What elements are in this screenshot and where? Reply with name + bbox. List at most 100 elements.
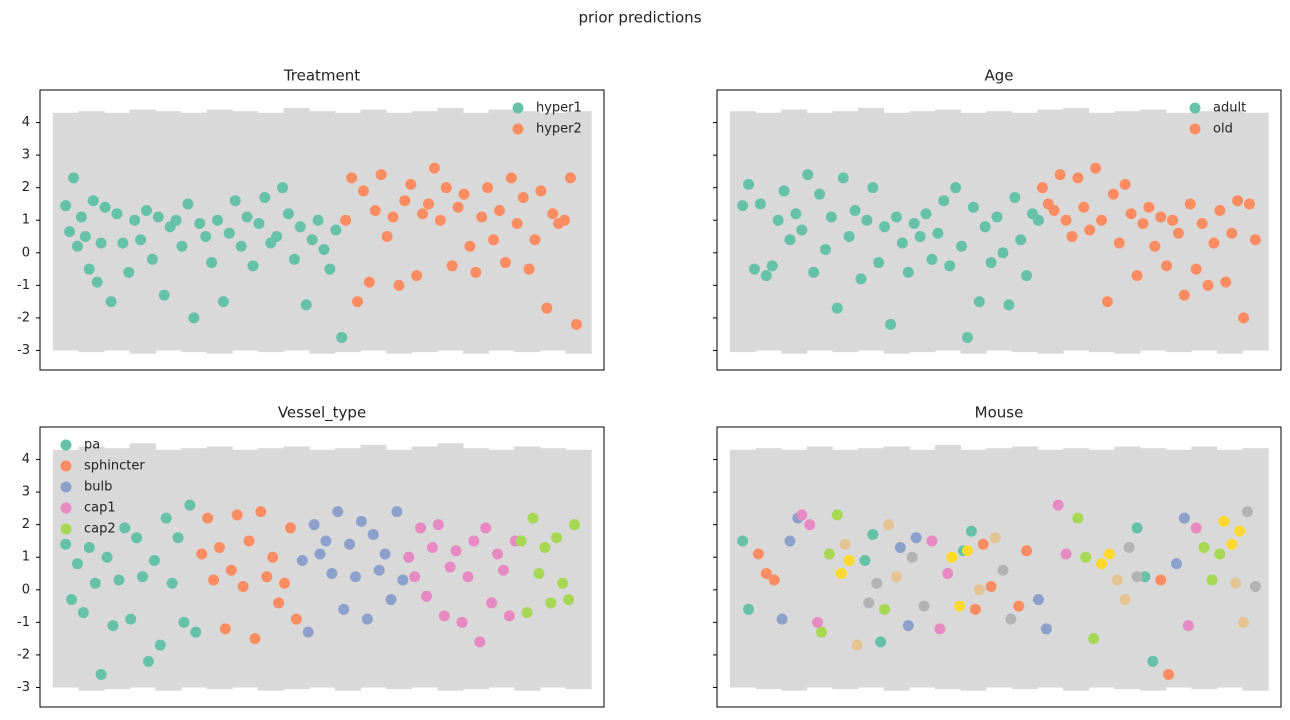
data-point xyxy=(499,257,511,269)
data-point xyxy=(954,600,966,612)
data-point xyxy=(1167,214,1179,226)
prediction-band xyxy=(1011,446,1038,690)
y-tick-label: -1 xyxy=(17,278,30,293)
y-tick-label: -2 xyxy=(17,647,30,662)
data-point xyxy=(973,584,985,596)
data-point xyxy=(1208,237,1220,249)
data-point xyxy=(409,571,421,583)
data-point xyxy=(997,247,1009,259)
data-point xyxy=(417,208,429,220)
prediction-band xyxy=(1037,449,1064,688)
data-point xyxy=(961,545,973,557)
subplot-title: Treatment xyxy=(283,67,360,85)
data-point xyxy=(83,541,95,553)
data-point xyxy=(825,211,837,223)
data-point xyxy=(129,214,141,226)
data-point xyxy=(154,639,166,651)
data-point xyxy=(1226,227,1238,239)
prediction-band xyxy=(806,446,833,688)
legend-marker xyxy=(60,523,72,535)
data-point xyxy=(808,266,820,278)
data-point xyxy=(902,266,914,278)
data-point xyxy=(312,214,324,226)
prediction-band xyxy=(129,109,156,354)
prediction-band xyxy=(463,112,490,354)
data-point xyxy=(367,528,379,540)
data-point xyxy=(1054,169,1066,181)
data-point xyxy=(819,244,831,256)
data-point xyxy=(920,208,932,220)
data-point xyxy=(308,519,320,531)
data-point xyxy=(190,626,202,638)
data-point xyxy=(379,548,391,560)
prediction-band xyxy=(129,443,156,688)
y-tick-label: -3 xyxy=(17,343,30,358)
data-point xyxy=(470,266,482,278)
data-point xyxy=(271,231,283,243)
data-point xyxy=(776,613,788,625)
prediction-band xyxy=(104,112,131,351)
data-point xyxy=(906,551,918,563)
data-point xyxy=(231,509,243,521)
data-point xyxy=(83,263,95,275)
data-point xyxy=(421,590,433,602)
data-point xyxy=(255,506,267,518)
data-point xyxy=(332,506,344,518)
data-point xyxy=(346,172,358,184)
prediction-band xyxy=(181,448,208,688)
data-point xyxy=(95,237,107,249)
prediction-band xyxy=(1242,448,1269,691)
data-point xyxy=(908,217,920,229)
y-tick-label: 3 xyxy=(22,148,30,163)
data-point xyxy=(535,185,547,197)
data-point xyxy=(875,636,887,648)
data-point xyxy=(932,227,944,239)
data-point xyxy=(1066,231,1078,243)
data-point xyxy=(219,623,231,635)
data-point xyxy=(873,257,885,269)
data-point xyxy=(902,620,914,632)
prediction-band xyxy=(539,112,567,351)
data-point xyxy=(87,195,99,207)
prediction-band xyxy=(986,111,1013,351)
legend-label: adult xyxy=(1213,101,1246,116)
data-point xyxy=(206,257,218,269)
data-point xyxy=(223,227,235,239)
data-point xyxy=(330,224,342,236)
data-point xyxy=(229,195,241,207)
legend-label: pa xyxy=(84,438,100,453)
prediction-band xyxy=(729,111,756,353)
prediction-band xyxy=(729,449,756,688)
data-point xyxy=(261,571,273,583)
data-point xyxy=(146,253,158,265)
data-point xyxy=(277,182,289,194)
data-point xyxy=(294,221,306,233)
data-point xyxy=(1131,270,1143,282)
data-point xyxy=(1015,234,1027,246)
data-point xyxy=(831,302,843,314)
data-point xyxy=(1198,541,1210,553)
data-point xyxy=(527,512,539,524)
data-point xyxy=(336,331,348,343)
y-tick-label: 4 xyxy=(22,452,30,467)
prediction-band xyxy=(1114,111,1141,354)
data-point xyxy=(253,217,265,229)
data-point xyxy=(967,201,979,213)
data-point xyxy=(1238,616,1250,628)
data-point xyxy=(839,538,851,550)
data-point xyxy=(816,626,828,638)
data-point xyxy=(135,234,147,246)
y-tick-label: 2 xyxy=(22,517,30,532)
data-point xyxy=(497,564,509,576)
data-point xyxy=(140,204,152,216)
data-point xyxy=(166,577,178,589)
data-point xyxy=(965,525,977,537)
data-point xyxy=(91,276,103,288)
data-point xyxy=(142,655,154,667)
data-point xyxy=(60,538,72,550)
prediction-band xyxy=(539,448,567,688)
data-point xyxy=(397,574,409,586)
prediction-band xyxy=(78,446,105,691)
data-point xyxy=(1232,195,1244,207)
y-tick-label: 4 xyxy=(22,115,30,130)
